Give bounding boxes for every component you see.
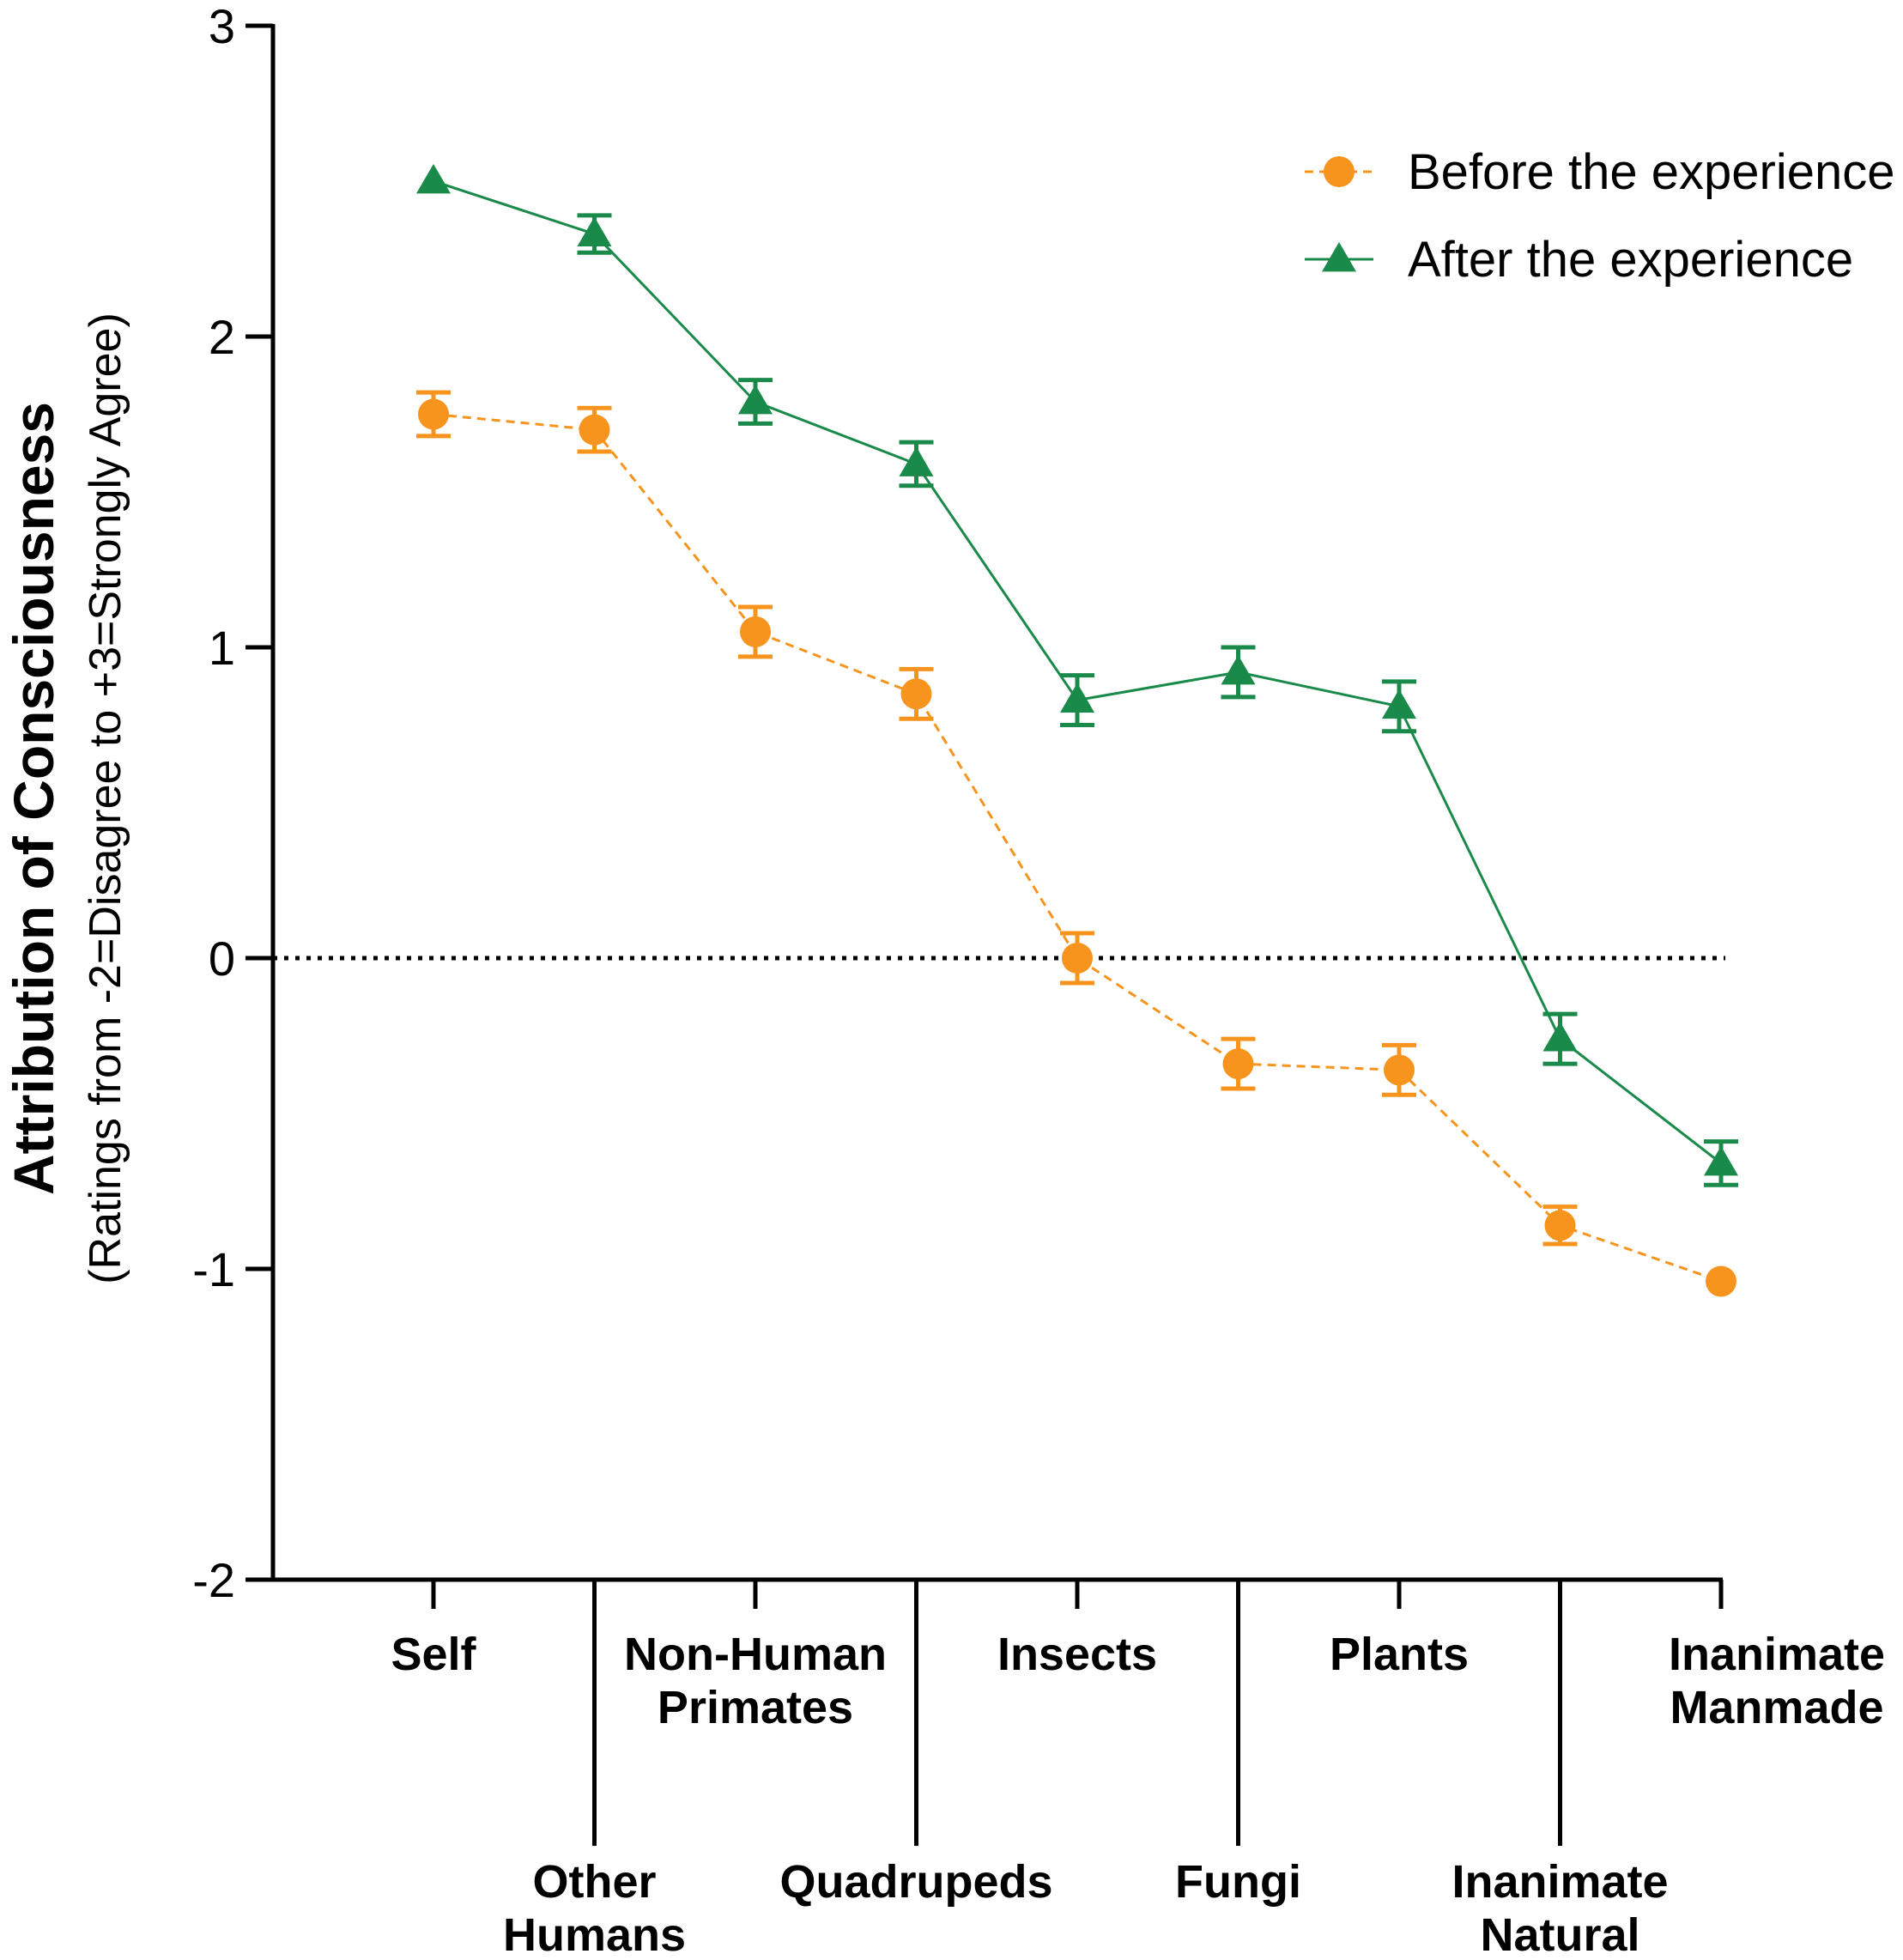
data-point-triangle xyxy=(1382,689,1416,719)
series-group xyxy=(416,164,1738,1297)
series-after xyxy=(416,164,1738,1187)
y-tick-label: -2 xyxy=(192,1553,235,1607)
legend: Before the experience After the experienc… xyxy=(1305,144,1894,288)
x-category-label: Manmade xyxy=(1670,1682,1883,1733)
y-tick-label: -1 xyxy=(192,1242,235,1296)
data-point-circle xyxy=(1062,943,1093,974)
x-category-label: Fungi xyxy=(1175,1856,1301,1908)
data-point-triangle xyxy=(577,216,612,246)
data-point-circle xyxy=(579,414,610,446)
y-axis-title: Attribution of Consciousness xyxy=(2,402,65,1195)
data-point-circle xyxy=(1324,156,1355,187)
data-point-triangle xyxy=(1322,242,1356,272)
data-point-triangle xyxy=(416,164,451,194)
x-category-label: Inanimate xyxy=(1669,1629,1885,1680)
y-axis-subtitle: (Ratings from -2=Disagree to +3=Strongly… xyxy=(81,313,130,1284)
x-category-label: Self xyxy=(391,1629,476,1680)
x-category-label: Natural xyxy=(1480,1909,1639,1960)
series-before xyxy=(416,390,1736,1297)
data-point-circle xyxy=(1706,1265,1736,1297)
data-point-triangle xyxy=(1704,1145,1738,1176)
x-category-label: Inanimate xyxy=(1451,1856,1668,1908)
x-category-label: Non-Human xyxy=(624,1629,887,1680)
data-point-triangle xyxy=(899,446,934,476)
data-point-circle xyxy=(900,678,932,710)
x-category-label: Other xyxy=(532,1856,656,1908)
series-line xyxy=(433,413,1722,1283)
data-point-triangle xyxy=(738,385,773,415)
y-tick-label: 2 xyxy=(209,310,235,364)
legend-label: After the experience xyxy=(1408,232,1853,288)
data-point-circle xyxy=(1544,1210,1576,1241)
x-category-label: Primates xyxy=(658,1682,853,1733)
y-tick-label: 1 xyxy=(209,621,235,675)
data-point-triangle xyxy=(1221,654,1256,685)
x-category-label: Plants xyxy=(1330,1629,1469,1680)
data-point-circle xyxy=(1384,1054,1415,1086)
data-point-triangle xyxy=(1542,1022,1578,1052)
x-category-label: Insects xyxy=(997,1629,1157,1680)
data-point-circle xyxy=(740,616,771,647)
data-point-triangle xyxy=(1060,683,1094,713)
x-category-label: Humans xyxy=(503,1909,686,1960)
data-point-circle xyxy=(1222,1048,1254,1080)
data-point-circle xyxy=(418,398,449,430)
x-category-label: Quadrupeds xyxy=(779,1856,1052,1908)
y-axis: -2 -1 0 1 2 3 xyxy=(192,0,1725,1607)
series-line xyxy=(433,179,1722,1165)
legend-label: Before the experience xyxy=(1408,144,1894,200)
y-tick-label: 0 xyxy=(209,931,235,986)
y-tick-label: 3 xyxy=(209,0,235,53)
